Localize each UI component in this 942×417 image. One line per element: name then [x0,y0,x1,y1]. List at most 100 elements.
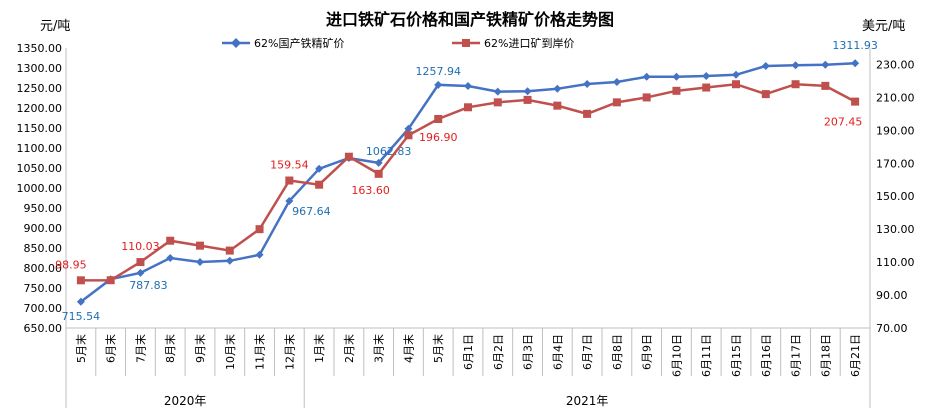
category-label: 6月21日 [849,334,862,377]
series-point [255,250,264,259]
year-label: 2021年 [566,394,609,408]
left-tick-label: 1300.00 [17,62,63,75]
series-line [80,82,856,282]
series-point [315,164,324,173]
legend-label-domestic: 62%国产铁精矿价 [254,36,344,50]
right-tick-label: 210.00 [876,91,915,104]
left-tick-label: 950.00 [24,202,63,215]
left-axis-ticks: 650.00 700.00 750.00 800.00 850.00 900.00 950.… [17,42,63,335]
series-point [404,131,413,140]
category-label: 6月末 [104,334,118,363]
data-label: 1062.83 [366,145,412,158]
left-tick-label: 850.00 [24,242,63,255]
series-point [583,109,592,118]
data-label: 1257.94 [415,65,461,78]
year-label: 2020年 [164,394,207,408]
category-label: 6月11日 [700,334,713,377]
series-point [493,98,502,107]
series-point [196,258,204,266]
right-axis-unit: 美元/吨 [862,19,905,34]
left-tick-label: 1250.00 [17,82,63,95]
series-point [523,87,532,96]
data-label: 110.03 [121,240,160,253]
legend-marker-import [462,39,470,47]
category-label: 11月末 [253,334,267,370]
data-label: 159.54 [270,159,309,172]
left-tick-label: 1050.00 [17,162,63,175]
series-point [851,59,860,68]
series-point [76,276,85,285]
series-point [791,80,800,89]
data-label: 1311.93 [832,39,878,52]
series-point [732,70,740,79]
series-point [702,72,711,80]
series-point [672,72,681,81]
series-point [791,61,800,70]
series-point [106,276,115,285]
series-point [166,254,175,262]
category-label: 6月7日 [581,334,594,370]
left-tick-label: 1100.00 [17,142,63,155]
category-label: 6月1日 [462,334,475,370]
series-point [612,98,621,107]
left-tick-label: 1000.00 [17,182,63,195]
right-tick-label: 190.00 [876,124,915,137]
series-point [255,225,264,234]
series-point [821,60,830,69]
category-label: 4月末 [401,334,415,363]
left-tick-label: 1200.00 [17,102,63,115]
category-label: 6月4日 [551,334,564,370]
series-point [464,103,472,112]
series-point [434,114,443,123]
category-label: 6月9日 [641,334,654,370]
year-groups: 2020年 2021年 [65,376,871,408]
series-point [344,152,353,161]
left-tick-label: 750.00 [24,282,63,295]
data-label: 207.45 [824,116,863,129]
category-label: 6月2日 [492,334,505,370]
category-label: 6月3日 [522,334,535,370]
category-label: 5月末 [431,334,445,363]
series-point [464,82,472,90]
legend-marker-domestic [231,38,241,48]
series-point [493,87,502,96]
category-label: 1月末 [312,334,326,363]
left-tick-label: 650.00 [24,322,63,335]
series-point [761,62,770,70]
series-point [196,241,204,250]
category-label: 3月末 [372,334,386,363]
series-import: 98.95 110.03 159.54 163.60 196.90 207.45 [55,80,863,285]
series-point [761,90,770,99]
right-tick-label: 70.00 [876,322,908,335]
legend-label-import: 62%进口矿到岸价 [484,37,574,50]
series-point [702,83,711,92]
series-point [642,93,651,102]
series-point [583,80,592,88]
left-tick-label: 900.00 [24,222,63,235]
left-tick-label: 1150.00 [17,122,63,135]
category-label: 12月末 [282,334,296,370]
chart-title: 进口铁矿石价格和国产铁精矿价格走势图 [326,10,614,29]
series-point [136,258,145,267]
series-point [225,256,234,265]
category-label: 9月末 [193,334,207,363]
category-label: 6月10日 [670,334,683,377]
series-point [136,268,145,277]
left-tick-label: 700.00 [24,302,63,315]
series-point [642,72,651,81]
left-tick-label: 800.00 [24,262,63,275]
series-point [821,81,830,90]
left-tick-label: 1350.00 [17,42,63,55]
category-label: 8月末 [163,334,177,363]
right-tick-label: 230.00 [876,58,915,71]
right-tick-label: 90.00 [876,289,908,302]
right-tick-label: 130.00 [876,223,915,236]
series-point [612,78,621,86]
right-tick-label: 110.00 [876,256,915,269]
series-line [80,61,856,303]
series-point [553,101,562,110]
category-label: 6月18日 [819,334,832,377]
category-label: 6月16日 [760,334,773,377]
series-point [523,95,532,104]
